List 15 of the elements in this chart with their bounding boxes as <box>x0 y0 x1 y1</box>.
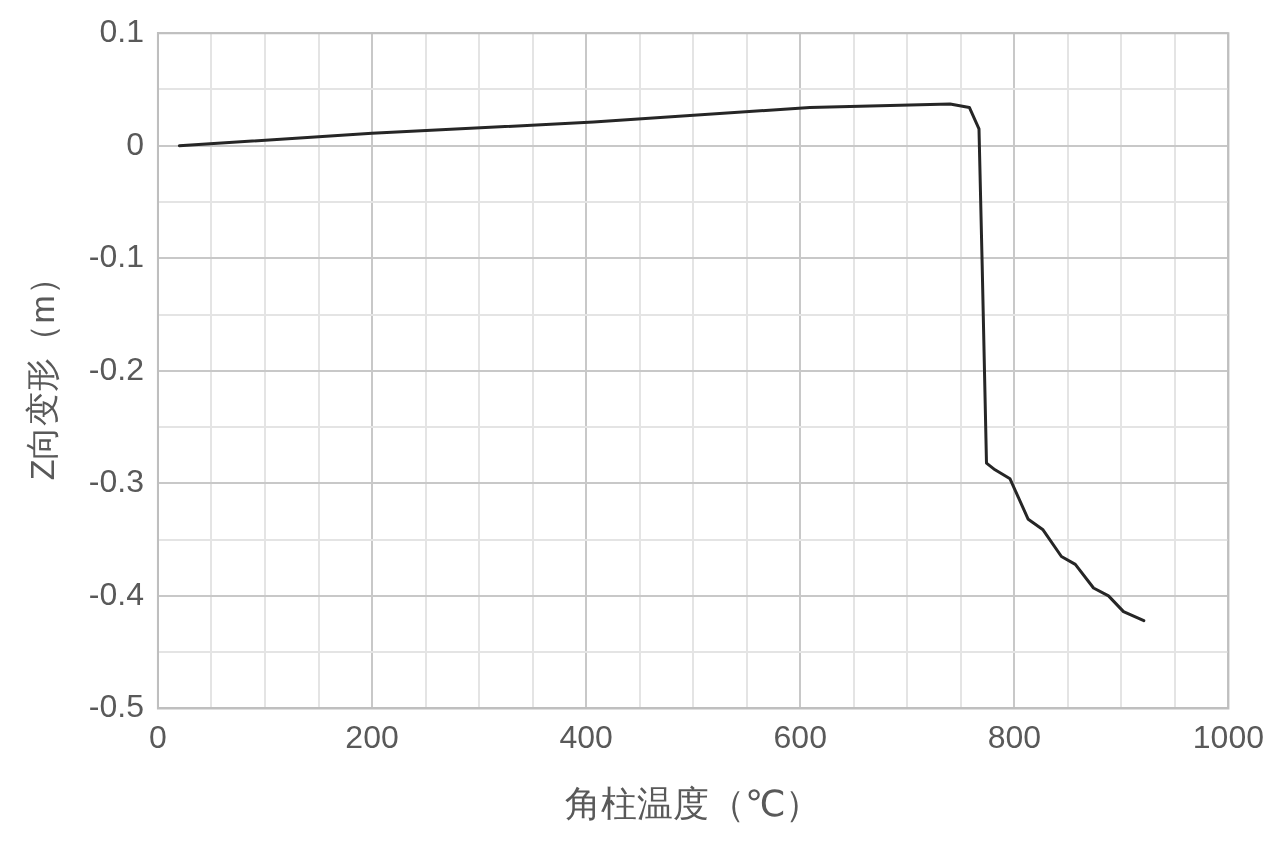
x-tick-label: 0 <box>149 719 167 756</box>
x-tick-label: 1000 <box>1192 719 1264 756</box>
y-tick-label: -0.1 <box>88 238 144 275</box>
x-tick-label: 200 <box>345 719 399 756</box>
x-tick-label: 800 <box>987 719 1042 756</box>
y-tick-label: -0.3 <box>88 463 144 500</box>
x-axis-title: 角柱温度（℃） <box>564 783 822 825</box>
y-tick-label: -0.4 <box>88 575 144 612</box>
y-tick-label: -0.5 <box>88 688 144 725</box>
y-tick-label: 0 <box>126 125 144 162</box>
y-tick-label: -0.2 <box>88 350 144 387</box>
y-tick-label: 0.1 <box>99 13 144 50</box>
x-tick-label: 400 <box>559 719 613 756</box>
y-axis-title: Z向变形（m） <box>22 261 61 481</box>
x-tick-label: 600 <box>773 719 827 756</box>
